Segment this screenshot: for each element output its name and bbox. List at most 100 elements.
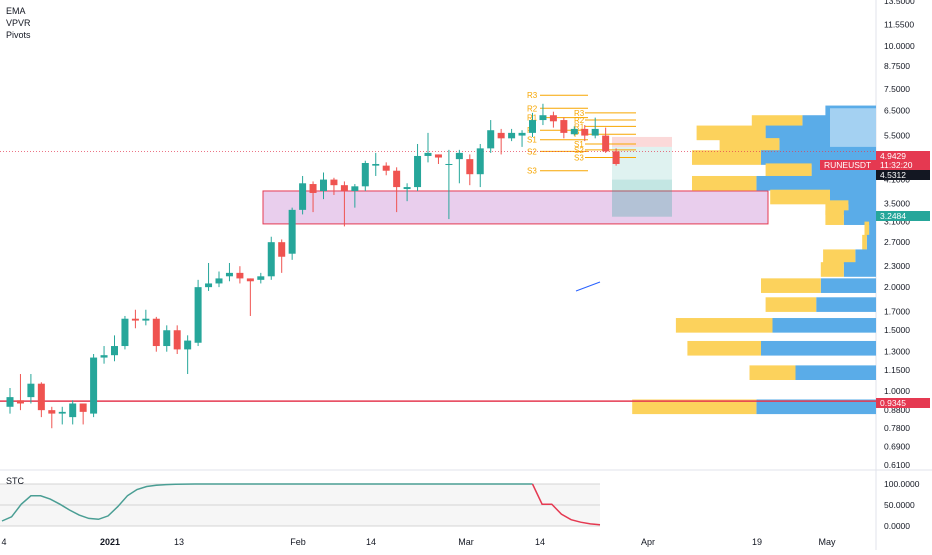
volume-profile-up-bar: [866, 234, 876, 250]
candle-body: [487, 130, 495, 149]
volume-profile-down-bar: [687, 340, 761, 356]
stc-tick-label: 50.0000: [884, 500, 915, 510]
volume-profile-down-bar: [825, 210, 844, 225]
stc-line-up: [1, 483, 533, 522]
candle-body: [372, 163, 380, 166]
candle-body: [131, 318, 139, 321]
candle-body: [48, 410, 56, 414]
volume-profile-down-bar: [696, 125, 766, 141]
volume-profile-down-bar: [765, 297, 817, 312]
candle-body: [299, 183, 307, 210]
volume-profile-down-bar: [864, 221, 870, 237]
candle-body: [121, 318, 129, 347]
volume-profile-down-bar: [719, 138, 780, 153]
price-tick-label: 0.8800: [884, 405, 910, 415]
candle-body: [278, 242, 286, 257]
pivot-next-label-p: P: [574, 130, 579, 139]
price-badge-bg: [876, 170, 930, 180]
indicator-ema-label[interactable]: EMA: [6, 6, 26, 16]
price-tick-label: 1.0000: [884, 386, 910, 396]
price-tick-label: 6.5000: [884, 106, 910, 116]
candle-body: [549, 115, 557, 122]
pivot-next-label-r1: R1: [574, 122, 585, 131]
volume-profile-down-bar: [749, 365, 796, 380]
price-tick-label: 3.5000: [884, 198, 910, 208]
volume-profile-up-bar: [772, 318, 876, 333]
x-tick-label: 19: [752, 537, 762, 547]
candle-body: [560, 120, 568, 133]
candle-body: [6, 397, 14, 407]
candle-body: [424, 152, 432, 156]
candle-body: [236, 272, 244, 279]
candle-body: [476, 148, 484, 175]
volume-profile-up-bar: [855, 249, 876, 265]
x-tick-label: 4: [1, 537, 6, 547]
candle-body: [434, 154, 442, 158]
x-tick-label: 13: [174, 537, 184, 547]
price-axis-bg: [876, 0, 932, 550]
price-badge-label: 4.9429: [880, 151, 906, 161]
candle-body: [79, 403, 87, 412]
candle-body: [612, 151, 620, 164]
price-tick-label: 0.7800: [884, 423, 910, 433]
price-tick-label: 2.3000: [884, 261, 910, 271]
price-tick-label: 8.7500: [884, 61, 910, 71]
volume-profile-up-bar: [820, 278, 876, 293]
candle-body: [37, 383, 45, 411]
candle-body: [351, 186, 359, 191]
pivot-next-label-s2: S2: [574, 146, 584, 155]
candle-body: [581, 128, 589, 136]
candle-body: [361, 163, 369, 187]
demand-zone-rect: [262, 190, 769, 225]
pivot-next-label-r2: R2: [574, 116, 585, 125]
candle-body: [225, 272, 233, 277]
candle-body: [309, 184, 317, 193]
candle-body: [602, 135, 610, 152]
candle-body: [403, 187, 411, 190]
candle-body: [539, 115, 547, 121]
pivot-label-r2: R2: [527, 104, 538, 113]
stc-tick-label: 100.0000: [884, 479, 920, 489]
price-tick-label: 1.1500: [884, 365, 910, 375]
candle-body: [288, 209, 296, 254]
candle-body: [90, 357, 98, 414]
volume-profile-up-bar: [843, 262, 876, 277]
pivot-label-s2: S2: [527, 147, 537, 156]
price-tick-label: 11.5500: [884, 19, 914, 29]
price-badge-label: 0.9345: [880, 398, 906, 408]
volume-profile-up-bar: [756, 399, 876, 415]
volume-profile-fade: [830, 108, 876, 147]
price-badge-bg: [876, 151, 930, 161]
price-badge-label: RUNEUSDT: [824, 160, 871, 170]
volume-profile-up-bar: [869, 221, 876, 237]
indicator-pivots-label[interactable]: Pivots: [6, 30, 31, 40]
price-badge-bg: [820, 160, 876, 170]
volume-profile-up-bar: [816, 297, 876, 312]
stc-pane-label[interactable]: STC: [6, 476, 24, 486]
volume-profile-down-bar: [675, 318, 773, 333]
x-tick-label: 14: [366, 537, 376, 547]
x-tick-label: Feb: [290, 537, 306, 547]
price-tick-label: 7.5000: [884, 84, 910, 94]
price-tick-label: 2.0000: [884, 282, 910, 292]
candle-body: [320, 179, 327, 191]
indicator-vpvr-label[interactable]: VPVR: [6, 18, 31, 28]
candle-body: [518, 132, 526, 136]
indicator-legend: EMA VPVR Pivots: [6, 5, 31, 41]
candle-body: [69, 403, 77, 418]
trade-box-target: [612, 146, 672, 180]
pivot-next-label-s1: S1: [574, 140, 584, 149]
volume-profile-down-bar: [692, 150, 761, 165]
price-tick-label: 1.3000: [884, 347, 910, 357]
volume-profile-up-bar: [761, 340, 876, 356]
volume-profile-up-bar: [765, 125, 876, 141]
candle-body: [111, 346, 118, 356]
volume-profile-down-bar: [862, 234, 867, 250]
candle-body: [414, 155, 422, 188]
candle-body: [257, 276, 265, 280]
volume-profile-down-bar: [761, 278, 821, 293]
candle-body: [466, 159, 474, 175]
pivot-label-s1: S1: [527, 136, 537, 145]
candle-body: [445, 163, 453, 165]
